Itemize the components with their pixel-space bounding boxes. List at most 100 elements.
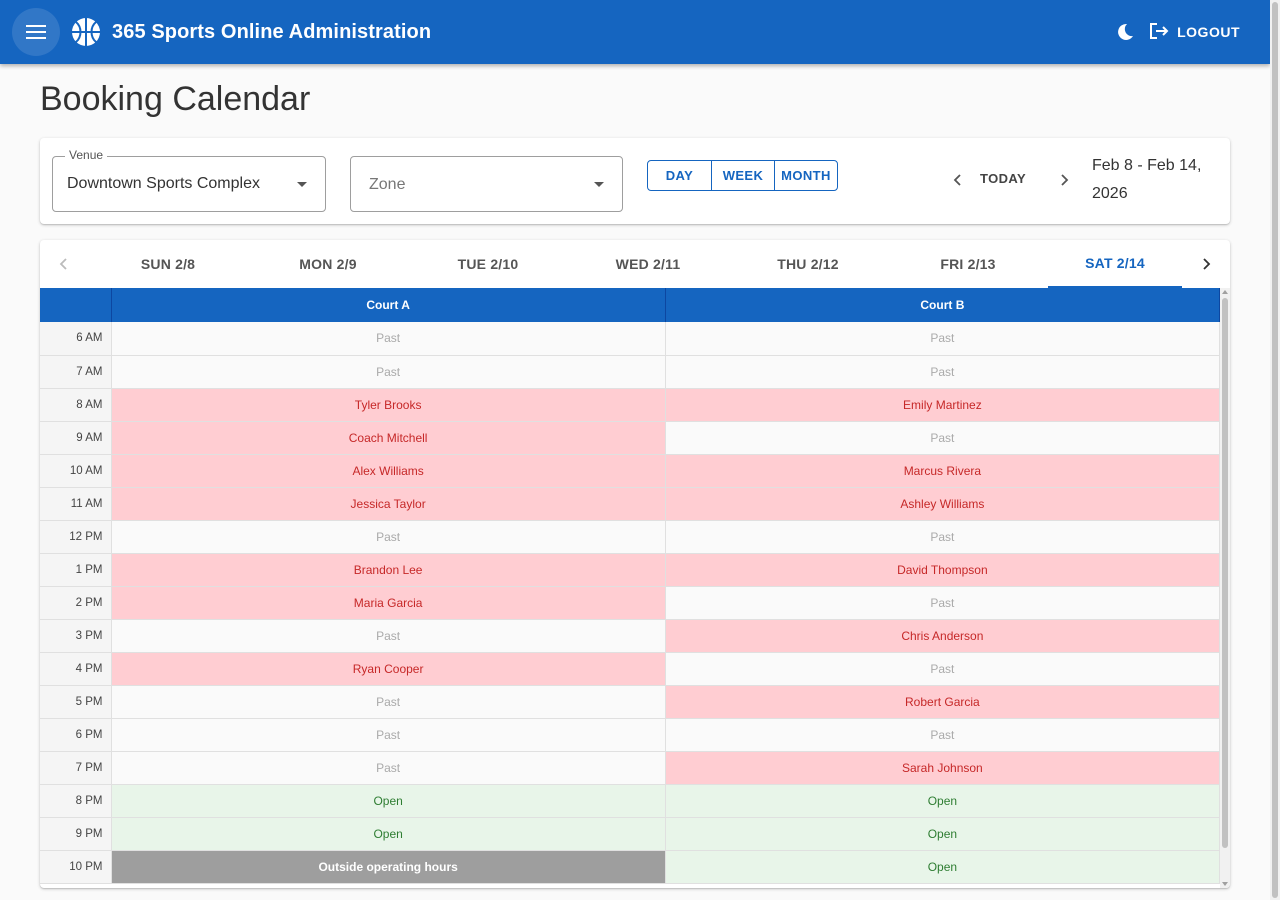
date-range-label: Feb 8 - Feb 14, 2026 bbox=[1092, 157, 1202, 202]
slot-cell-booked[interactable]: Brandon Lee bbox=[111, 553, 666, 587]
table-row: 10 PM Outside operating hours Open bbox=[40, 850, 1221, 884]
slot-cell-open[interactable]: Open bbox=[111, 784, 666, 818]
day-tabs: SUN 2/8 MON 2/9 TUE 2/10 WED 2/11 THU 2/… bbox=[40, 240, 1230, 288]
tab-day-mon[interactable]: MON 2/9 bbox=[299, 256, 357, 272]
view-week-button[interactable]: WEEK bbox=[711, 161, 774, 190]
logout-button[interactable]: LOGOUT bbox=[1149, 22, 1240, 43]
time-slot-label: 8 AM bbox=[40, 388, 112, 422]
table-row: 2 PM Maria Garcia Past bbox=[40, 586, 1221, 620]
slot-cell-past: Past bbox=[111, 718, 666, 752]
slot-cell-booked[interactable]: Tyler Brooks bbox=[111, 388, 666, 422]
zone-select[interactable]: Zone bbox=[350, 156, 623, 212]
slot-cell-booked[interactable]: Sarah Johnson bbox=[665, 751, 1221, 785]
time-slot-label: 11 AM bbox=[40, 487, 112, 521]
time-slot-label: 6 PM bbox=[40, 718, 112, 752]
today-button[interactable]: TODAY bbox=[980, 171, 1027, 186]
slot-cell-booked[interactable]: Ryan Cooper bbox=[111, 652, 666, 686]
dropdown-arrow-icon bbox=[297, 182, 307, 187]
logout-icon bbox=[1149, 22, 1169, 43]
slot-cell-booked[interactable]: David Thompson bbox=[665, 553, 1221, 587]
table-row: 8 PM Open Open bbox=[40, 784, 1221, 818]
time-slot-label: 9 AM bbox=[40, 421, 112, 455]
slot-cell-booked[interactable]: Jessica Taylor bbox=[111, 487, 666, 521]
slot-cell-booked[interactable]: Robert Garcia bbox=[665, 685, 1221, 719]
slot-cell-past: Past bbox=[665, 520, 1221, 554]
view-month-button[interactable]: MONTH bbox=[774, 161, 837, 190]
chevron-right-icon[interactable] bbox=[1052, 168, 1076, 192]
slot-cell-open[interactable]: Open bbox=[111, 817, 666, 851]
basketball-logo-icon bbox=[70, 16, 102, 48]
slot-cell-past: Past bbox=[665, 718, 1221, 752]
slot-cell-booked[interactable]: Maria Garcia bbox=[111, 586, 666, 620]
table-row: 10 AM Alex Williams Marcus Rivera bbox=[40, 454, 1221, 488]
time-slot-label: 12 PM bbox=[40, 520, 112, 554]
tab-day-fri[interactable]: FRI 2/13 bbox=[940, 256, 996, 272]
slot-cell-booked[interactable]: Alex Williams bbox=[111, 454, 666, 488]
tab-day-tue[interactable]: TUE 2/10 bbox=[457, 256, 519, 272]
venue-label: Venue bbox=[65, 148, 108, 162]
slot-cell-booked[interactable]: Marcus Rivera bbox=[665, 454, 1221, 488]
venue-select[interactable]: Venue Downtown Sports Complex bbox=[52, 148, 326, 212]
scroll-down-icon[interactable] bbox=[1222, 882, 1228, 886]
table-row: 3 PM Past Chris Anderson bbox=[40, 619, 1221, 653]
slot-cell-past: Past bbox=[111, 520, 666, 554]
grid-scrollbar[interactable] bbox=[1220, 288, 1230, 888]
slot-cell-past: Past bbox=[665, 652, 1221, 686]
slot-cell-booked[interactable]: Chris Anderson bbox=[665, 619, 1221, 653]
table-row: 4 PM Ryan Cooper Past bbox=[40, 652, 1221, 686]
table-row: 9 PM Open Open bbox=[40, 817, 1221, 851]
zone-placeholder: Zone bbox=[369, 176, 406, 193]
tab-day-sun[interactable]: SUN 2/8 bbox=[140, 256, 196, 272]
logout-label: LOGOUT bbox=[1177, 24, 1240, 40]
table-row: 5 PM Past Robert Garcia bbox=[40, 685, 1221, 719]
time-slot-label: 1 PM bbox=[40, 553, 112, 587]
chevron-left-icon[interactable] bbox=[946, 168, 970, 192]
time-slot-label: 9 PM bbox=[40, 817, 112, 851]
slot-cell-booked[interactable]: Ashley Williams bbox=[665, 487, 1221, 521]
table-row: 6 PM Past Past bbox=[40, 718, 1221, 752]
tab-scroll-left-icon[interactable] bbox=[52, 252, 76, 276]
slot-cell-past: Past bbox=[665, 421, 1221, 455]
table-row: 9 AM Coach Mitchell Past bbox=[40, 421, 1221, 455]
slot-cell-booked[interactable]: Emily Martinez bbox=[665, 388, 1221, 422]
time-slot-label: 10 PM bbox=[40, 850, 112, 884]
table-row: 12 PM Past Past bbox=[40, 520, 1221, 554]
slot-cell-past: Past bbox=[111, 685, 666, 719]
filter-card: Venue Downtown Sports Complex Zone DAY W… bbox=[40, 138, 1230, 224]
view-mode-toggle: DAY WEEK MONTH bbox=[647, 160, 838, 191]
slot-cell-open[interactable]: Open bbox=[665, 784, 1221, 818]
table-row: 6 AM Past Past bbox=[40, 322, 1221, 356]
tab-day-wed[interactable]: WED 2/11 bbox=[615, 256, 681, 272]
slot-cell-booked[interactable]: Coach Mitchell bbox=[111, 421, 666, 455]
app-bar: 365 Sports Online Administration LOGOUT bbox=[0, 0, 1270, 64]
slot-cell-past: Past bbox=[111, 322, 666, 356]
slot-cell-open[interactable]: Open bbox=[665, 817, 1221, 851]
table-row: 8 AM Tyler Brooks Emily Martinez bbox=[40, 388, 1221, 422]
time-slot-label: 3 PM bbox=[40, 619, 112, 653]
slot-cell-closed: Outside operating hours bbox=[111, 850, 666, 884]
calendar-card: SUN 2/8 MON 2/9 TUE 2/10 WED 2/11 THU 2/… bbox=[40, 240, 1230, 888]
schedule-grid: Court A Court B 6 AM Past Past 7 AM Past Past… bbox=[40, 288, 1230, 888]
slot-cell-past: Past bbox=[111, 751, 666, 785]
moon-icon[interactable] bbox=[1111, 18, 1139, 46]
slot-cell-open[interactable]: Open bbox=[665, 850, 1221, 884]
hamburger-menu-icon[interactable] bbox=[12, 8, 60, 56]
time-slot-label: 8 PM bbox=[40, 784, 112, 818]
time-slot-label: 2 PM bbox=[40, 586, 112, 620]
time-slot-label: 7 PM bbox=[40, 751, 112, 785]
app-title: 365 Sports Online Administration bbox=[112, 20, 432, 43]
venue-value: Downtown Sports Complex bbox=[67, 175, 260, 192]
tab-scroll-right-icon[interactable] bbox=[1194, 252, 1218, 276]
schedule-table: Court A Court B 6 AM Past Past 7 AM Past Past… bbox=[40, 288, 1221, 884]
tab-day-thu[interactable]: THU 2/12 bbox=[777, 256, 839, 272]
page-scrollbar[interactable] bbox=[1270, 0, 1280, 900]
time-slot-label: 10 AM bbox=[40, 454, 112, 488]
table-row: 7 AM Past Past bbox=[40, 355, 1221, 389]
slot-cell-past: Past bbox=[111, 355, 666, 389]
court-header: Court B bbox=[665, 288, 1221, 322]
time-slot-label: 7 AM bbox=[40, 355, 112, 389]
tab-day-sat[interactable]: SAT 2/14 bbox=[1048, 240, 1182, 288]
view-day-button[interactable]: DAY bbox=[665, 168, 694, 183]
scroll-up-icon[interactable] bbox=[1222, 290, 1228, 294]
table-row: 1 PM Brandon Lee David Thompson bbox=[40, 553, 1221, 587]
